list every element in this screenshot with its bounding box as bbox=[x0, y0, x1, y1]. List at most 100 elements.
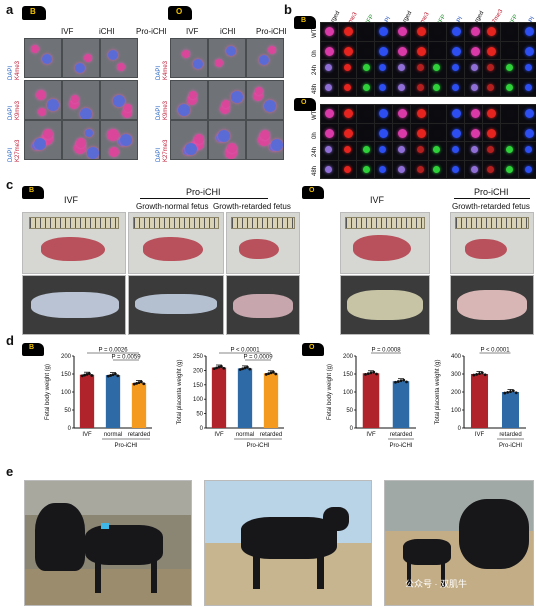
b-nucleus bbox=[433, 64, 440, 71]
y-axis-label: Fetal body weight (g) bbox=[327, 364, 333, 420]
chart-placenta-weight-ovine: 0 100 200 300 400 Total placenta weight (g) IV… bbox=[435, 348, 526, 449]
col-header-pro-ichi-ovine: Pro-iCHI bbox=[256, 27, 287, 36]
micrograph-tile bbox=[62, 120, 100, 160]
b-tile bbox=[320, 104, 340, 124]
fetus bbox=[353, 235, 411, 261]
b-tile bbox=[356, 104, 376, 124]
calf-leg bbox=[253, 555, 260, 589]
y-tick-label: 50 bbox=[196, 412, 203, 418]
b-tile bbox=[410, 59, 430, 79]
micrograph-tile bbox=[170, 80, 208, 120]
placenta bbox=[347, 290, 423, 320]
c-label-ivf-o: IVF bbox=[370, 195, 385, 205]
ewe bbox=[459, 499, 529, 569]
fetus bbox=[143, 237, 203, 261]
row-label-dapi-o3: DAPI bbox=[156, 147, 162, 162]
calf-body bbox=[241, 517, 337, 559]
placenta bbox=[457, 290, 527, 320]
b-nucleus bbox=[325, 64, 332, 71]
b-nucleus bbox=[452, 146, 459, 153]
panel-label-b: b bbox=[284, 2, 292, 17]
sheep-icon-d: O bbox=[302, 343, 324, 356]
b-tile bbox=[482, 59, 502, 79]
placenta bbox=[233, 294, 293, 318]
data-point bbox=[135, 381, 139, 385]
b-tile bbox=[374, 22, 394, 42]
data-point bbox=[396, 380, 400, 383]
p-value: P = 0.0026 bbox=[98, 348, 128, 354]
b-tile bbox=[320, 141, 340, 161]
b-tile bbox=[518, 122, 536, 142]
b-nucleus bbox=[471, 146, 478, 153]
data-point bbox=[111, 373, 115, 377]
b-tile bbox=[410, 104, 430, 124]
b-tile bbox=[410, 40, 430, 60]
photo-calf-field bbox=[204, 480, 372, 606]
y-tick-label: 200 bbox=[451, 390, 462, 396]
data-point bbox=[248, 367, 252, 371]
data-point bbox=[90, 374, 94, 377]
calf-leg bbox=[151, 561, 157, 593]
b-nucleus bbox=[487, 146, 494, 153]
y-tick-label: 0 bbox=[200, 426, 204, 432]
y-tick-label: 250 bbox=[193, 354, 204, 360]
nucleus bbox=[80, 108, 92, 119]
b-nucleus bbox=[344, 165, 351, 173]
data-point bbox=[511, 389, 515, 393]
b-tile bbox=[464, 59, 484, 79]
b-tile bbox=[482, 122, 502, 142]
b-tile bbox=[500, 22, 520, 42]
b-tile bbox=[464, 22, 484, 42]
b-nucleus bbox=[344, 128, 353, 138]
data-point bbox=[222, 366, 226, 370]
micrograph-tile bbox=[100, 38, 138, 78]
b-tile bbox=[320, 122, 340, 142]
ruler bbox=[231, 217, 295, 229]
placenta bbox=[135, 294, 217, 314]
nucleus bbox=[124, 104, 132, 112]
b-nucleus bbox=[398, 27, 407, 36]
data-point bbox=[267, 372, 271, 376]
photo-calf-barn bbox=[24, 480, 192, 606]
b-tile bbox=[446, 104, 466, 124]
nucleus bbox=[120, 134, 132, 146]
b-row-label: WT bbox=[312, 28, 318, 38]
b-nucleus bbox=[363, 146, 370, 153]
b-tile bbox=[392, 122, 412, 142]
data-point bbox=[506, 390, 510, 394]
b-nucleus bbox=[417, 128, 426, 138]
nucleus bbox=[227, 143, 237, 153]
b-tile bbox=[500, 159, 520, 179]
x-tick-label: retarded bbox=[390, 432, 412, 438]
cow-icon-c: B bbox=[22, 186, 44, 199]
b-tile bbox=[410, 122, 430, 142]
y-tick-label: 300 bbox=[451, 372, 462, 378]
data-point bbox=[480, 371, 484, 375]
data-point bbox=[483, 373, 487, 377]
b-nucleus bbox=[433, 165, 440, 173]
data-point bbox=[364, 372, 367, 376]
b-nucleus bbox=[525, 109, 534, 118]
b-nucleus bbox=[344, 109, 353, 118]
group-label: Pro-iCHI bbox=[389, 443, 412, 449]
nucleus bbox=[42, 54, 52, 64]
b-nucleus bbox=[471, 27, 480, 36]
ovine-badge-b: O bbox=[301, 99, 307, 106]
micrograph-tile bbox=[100, 80, 138, 120]
b-nucleus bbox=[325, 46, 334, 56]
bovine-badge-b: B bbox=[301, 17, 307, 24]
calf-head bbox=[323, 507, 349, 531]
row-label-k9me3: K9me3 bbox=[15, 100, 21, 120]
nucleus bbox=[185, 143, 197, 155]
b-nucleus bbox=[379, 165, 386, 173]
x-tick-label: normal bbox=[104, 432, 122, 438]
b-tile bbox=[500, 40, 520, 60]
b-tile bbox=[446, 59, 466, 79]
nucleus bbox=[182, 50, 190, 58]
row-label-dapi-1: DAPI bbox=[8, 65, 14, 80]
b-row-label: WT bbox=[312, 110, 318, 120]
data-point bbox=[132, 382, 136, 386]
b-tile bbox=[500, 59, 520, 79]
b-nucleus bbox=[344, 146, 351, 153]
bar-normal bbox=[105, 375, 121, 428]
